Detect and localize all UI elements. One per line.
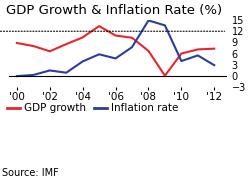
Inflation rate [32,74,35,76]
Inflation rate [48,69,51,71]
Inflation rate [130,46,134,48]
GDP growth [130,37,134,39]
Inflation rate [98,53,100,55]
Line: Inflation rate: Inflation rate [17,21,214,76]
GDP growth [98,25,100,27]
GDP growth [164,75,166,77]
GDP growth [81,36,84,39]
GDP growth [196,48,199,51]
GDP growth [15,42,18,44]
Text: Source: IMF: Source: IMF [2,168,59,178]
Inflation rate [15,75,18,77]
Inflation rate [164,24,166,26]
GDP growth [48,50,51,52]
GDP growth [65,43,68,45]
Inflation rate [65,72,68,74]
Legend: GDP growth, Inflation rate: GDP growth, Inflation rate [3,99,182,117]
Inflation rate [147,19,150,22]
Inflation rate [196,54,199,57]
Inflation rate [81,60,84,62]
GDP growth [32,45,35,47]
GDP growth [213,48,216,50]
Line: GDP growth: GDP growth [17,26,214,76]
Inflation rate [213,64,216,66]
Inflation rate [114,57,117,60]
Text: GDP Growth & Inflation Rate (%): GDP Growth & Inflation Rate (%) [6,4,222,17]
GDP growth [114,34,117,37]
GDP growth [180,52,183,55]
GDP growth [147,50,150,52]
Inflation rate [180,60,183,62]
